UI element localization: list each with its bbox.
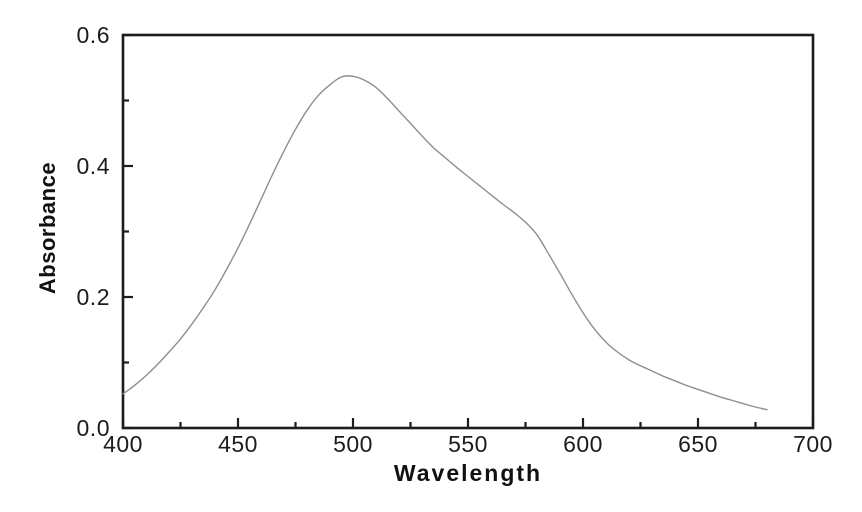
x-tick-label: 650 [678,431,718,457]
x-tick-label: 450 [218,431,258,457]
y-tick-label: 0.2 [77,284,110,310]
y-tick-label: 0.6 [77,22,110,48]
y-tick-label: 0.0 [77,415,110,441]
x-tick-label: 400 [103,431,143,457]
plot-frame [121,33,815,430]
x-tick-label: 550 [448,431,488,457]
x-tick-label: 500 [333,431,373,457]
tick-labels-layer: 400 450 500 550 600 650 700 0.0 0.2 0.4 0.6 [77,22,833,457]
x-tick-label: 600 [563,431,603,457]
y-axis-title: Absorbance [35,162,60,294]
absorbance-curve [122,75,768,411]
y-tick-label: 0.4 [77,153,110,179]
x-axis-title: Wavelength [394,460,542,486]
ticks-layer [121,33,815,430]
x-tick-label: 700 [793,431,833,457]
